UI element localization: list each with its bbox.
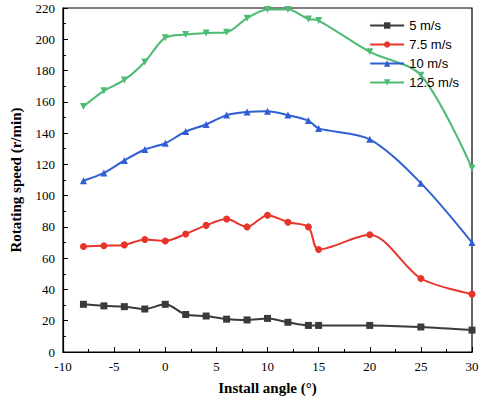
svg-text:30: 30 xyxy=(466,359,479,374)
svg-text:40: 40 xyxy=(42,282,55,297)
svg-text:20: 20 xyxy=(42,313,55,328)
svg-text:12.5 m/s: 12.5 m/s xyxy=(409,75,459,90)
svg-text:5 m/s: 5 m/s xyxy=(409,18,441,33)
svg-text:20: 20 xyxy=(363,359,376,374)
svg-text:10 m/s: 10 m/s xyxy=(409,56,449,71)
svg-text:-10: -10 xyxy=(54,359,71,374)
svg-text:Rotating speed (r/min): Rotating speed (r/min) xyxy=(8,108,25,253)
svg-text:Install angle (°): Install angle (°) xyxy=(218,380,317,397)
svg-text:10: 10 xyxy=(261,359,274,374)
svg-text:25: 25 xyxy=(414,359,427,374)
svg-text:80: 80 xyxy=(42,219,55,234)
svg-text:60: 60 xyxy=(42,251,55,266)
svg-text:120: 120 xyxy=(36,157,56,172)
svg-text:180: 180 xyxy=(36,63,56,78)
svg-text:220: 220 xyxy=(36,1,56,16)
svg-text:160: 160 xyxy=(36,94,56,109)
svg-text:15: 15 xyxy=(312,359,325,374)
svg-text:0: 0 xyxy=(162,359,169,374)
svg-text:200: 200 xyxy=(36,32,56,47)
svg-text:7.5 m/s: 7.5 m/s xyxy=(409,37,452,52)
svg-text:5: 5 xyxy=(213,359,220,374)
svg-text:100: 100 xyxy=(36,188,56,203)
svg-text:0: 0 xyxy=(49,345,56,360)
svg-text:140: 140 xyxy=(36,126,56,141)
svg-text:-5: -5 xyxy=(109,359,120,374)
